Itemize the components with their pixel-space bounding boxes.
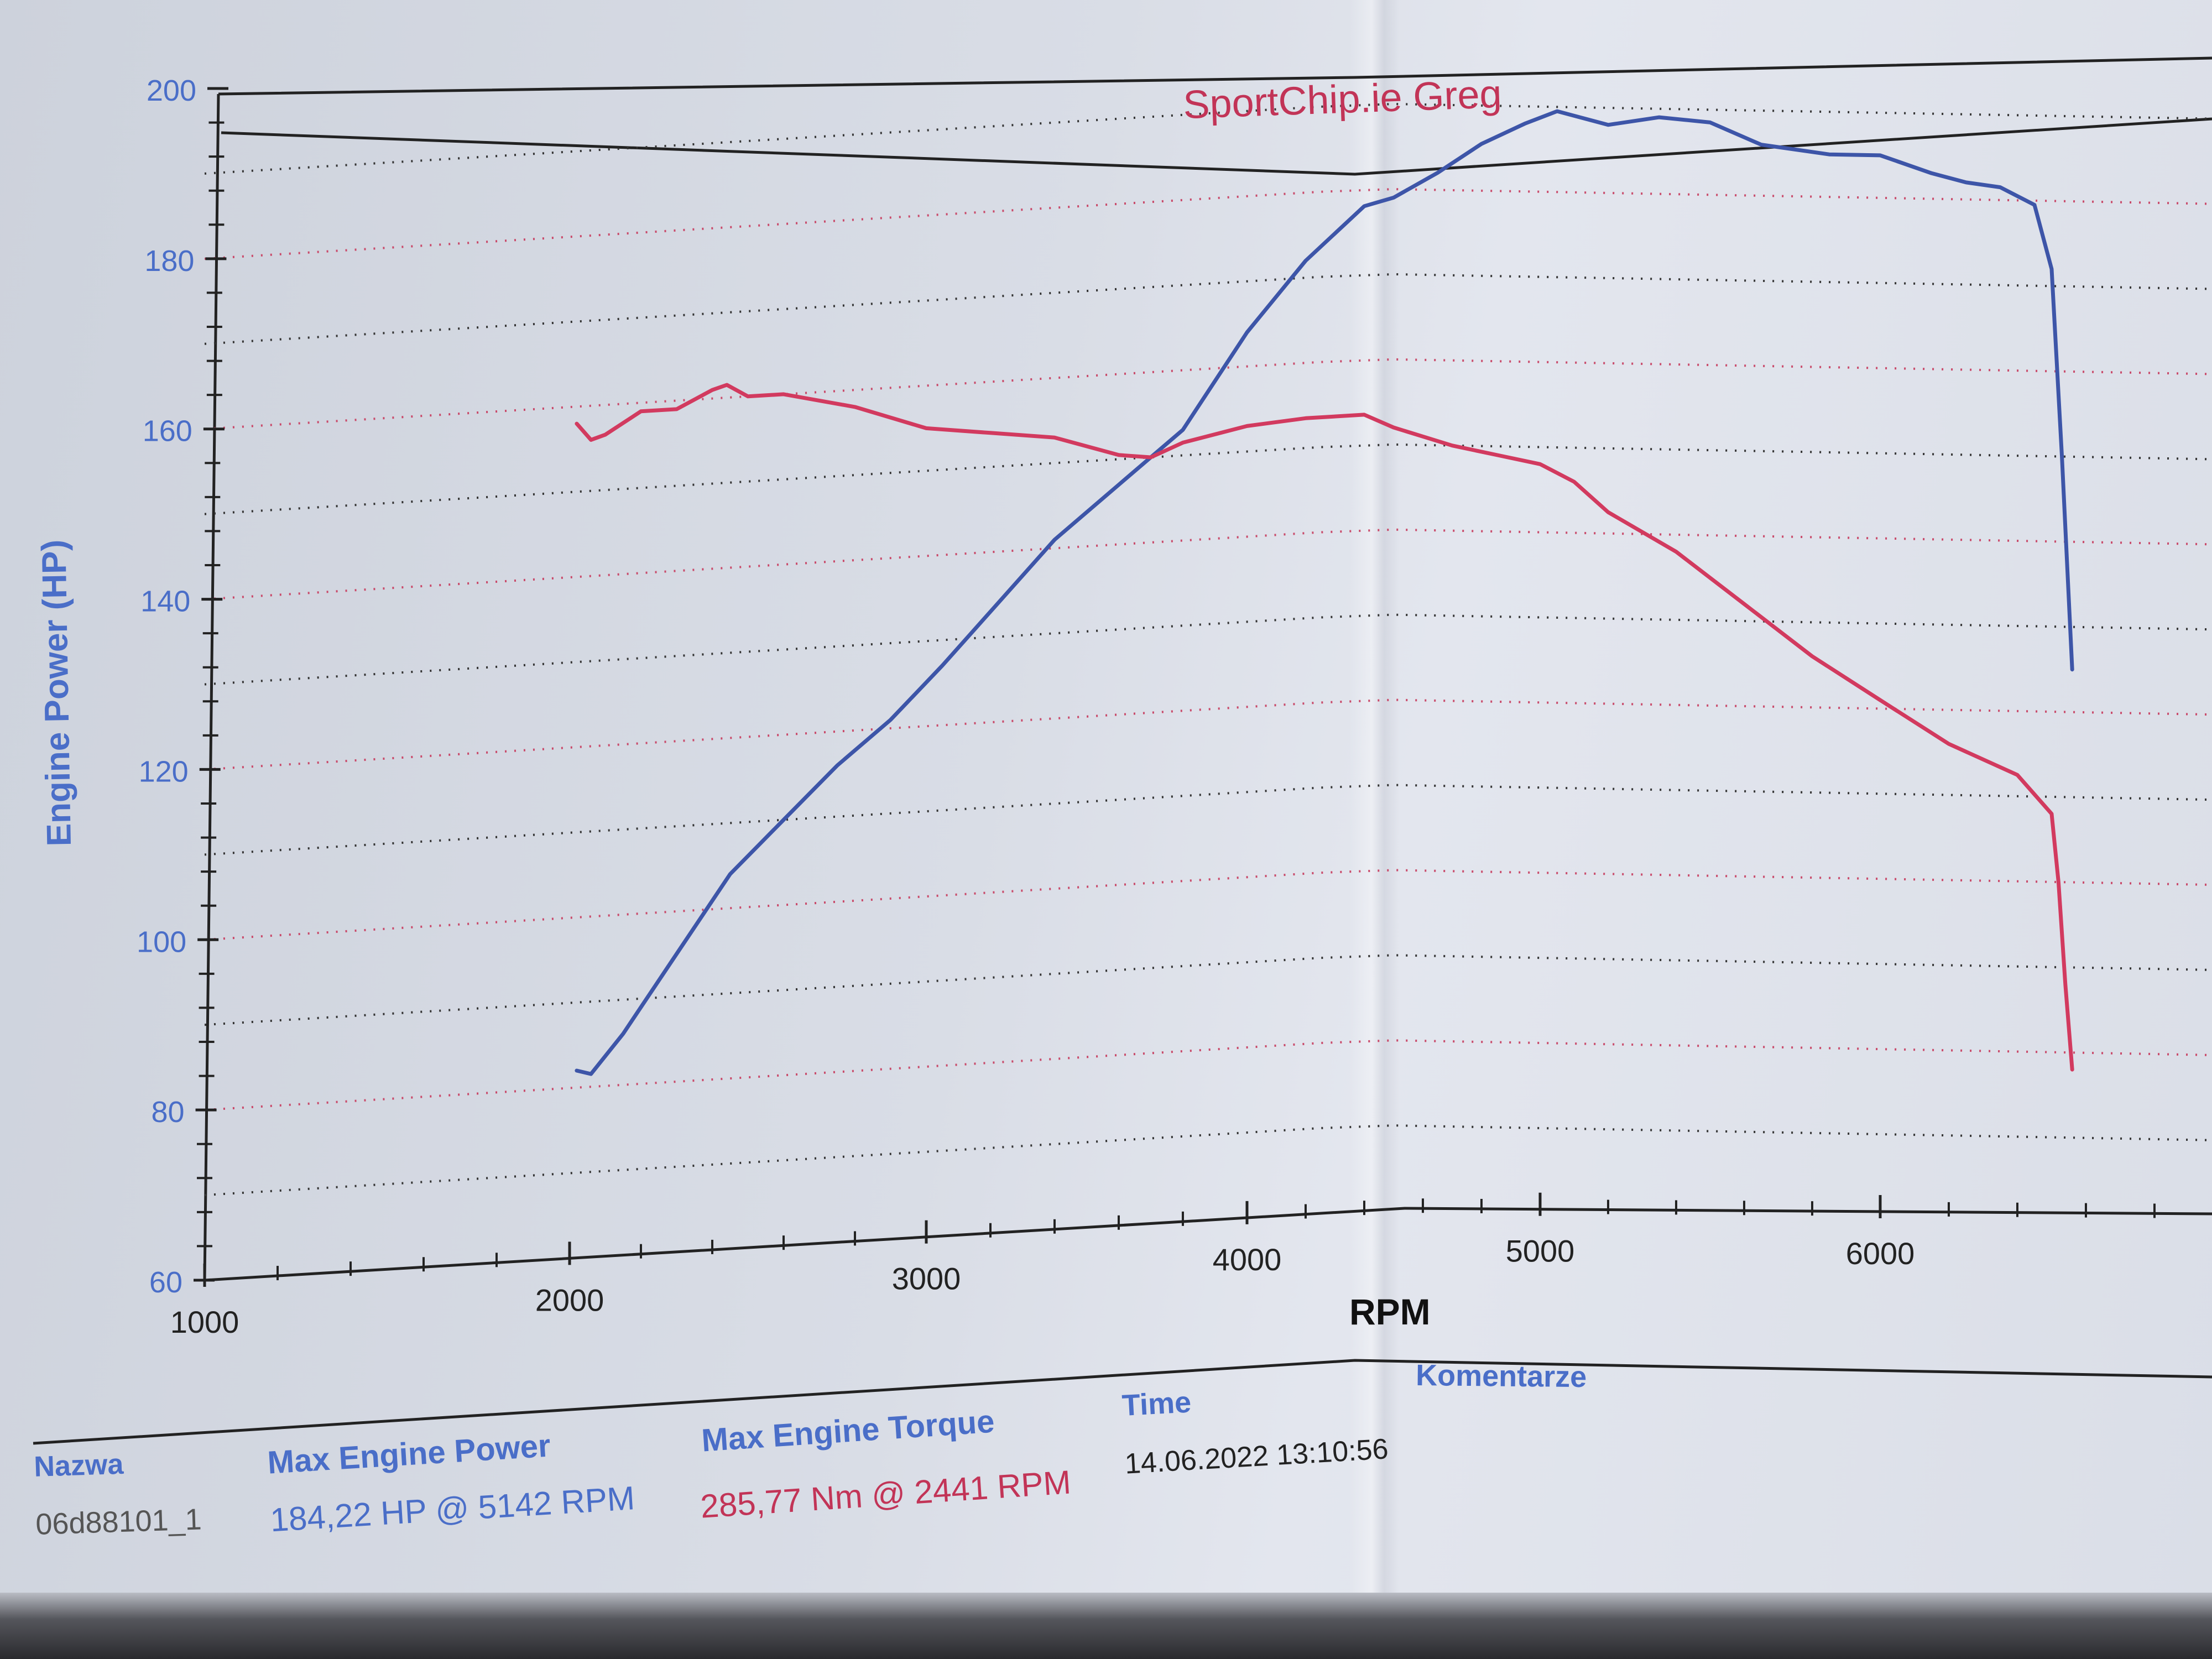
y-tick-label: 120 bbox=[139, 755, 189, 788]
y-tick-label: 60 bbox=[149, 1266, 182, 1299]
nazwa-value: 06d88101_1 bbox=[35, 1503, 202, 1541]
y-tick-label: 80 bbox=[151, 1095, 184, 1129]
power-curve bbox=[575, 109, 2074, 1076]
y-axis-label: Engine Power (HP) bbox=[35, 539, 79, 847]
grid-line-150 bbox=[204, 443, 2212, 515]
info-box-top-line bbox=[33, 1359, 2212, 1445]
y-tick-label: 100 bbox=[137, 925, 186, 958]
y-axis-line bbox=[203, 93, 220, 1281]
title-box-line bbox=[221, 117, 2212, 176]
x-axis-label: RPM bbox=[1349, 1291, 1431, 1332]
comments-label: Komentarze bbox=[1416, 1359, 1587, 1394]
series-lines bbox=[575, 109, 2074, 1076]
max-power-value: 184,22 HP @ 5142 RPM bbox=[269, 1479, 636, 1538]
background-shadow bbox=[0, 1593, 2212, 1659]
axis-ticks: 60 80 100 120 140 160 180 200 1000 2000 3000 4000 50… bbox=[137, 74, 2156, 1339]
torque-curve bbox=[575, 383, 2074, 1072]
time-value: 14.06.2022 13:10:56 bbox=[1124, 1433, 1389, 1480]
grid-line-190 bbox=[204, 102, 2212, 175]
grid-line-70 bbox=[204, 1124, 2212, 1197]
grid-line-130 bbox=[204, 613, 2212, 686]
grid-line-180 bbox=[204, 187, 2212, 260]
max-torque-label: Max Engine Torque bbox=[701, 1404, 996, 1459]
y-tick-label: 160 bbox=[143, 415, 192, 448]
grid-line-120 bbox=[204, 698, 2212, 771]
plot-top-border bbox=[218, 56, 2212, 96]
grid-line-110 bbox=[204, 784, 2212, 856]
grid-line-170 bbox=[204, 273, 2212, 345]
max-torque-value: 285,77 Nm @ 2441 RPM bbox=[699, 1463, 1072, 1525]
grid-line-80 bbox=[204, 1039, 2212, 1112]
grid-line-100 bbox=[204, 869, 2212, 941]
x-tick-label: 4000 bbox=[1213, 1242, 1282, 1277]
nazwa-label: Nazwa bbox=[34, 1448, 125, 1483]
grid-line-160 bbox=[204, 358, 2212, 430]
grid-line-90 bbox=[204, 954, 2212, 1026]
y-tick-label: 140 bbox=[140, 585, 190, 618]
x-tick-label: 3000 bbox=[892, 1261, 961, 1296]
time-label: Time bbox=[1121, 1386, 1192, 1422]
y-tick-label: 200 bbox=[147, 74, 196, 107]
grid-line-140 bbox=[204, 528, 2212, 601]
max-power-label: Max Engine Power bbox=[267, 1428, 551, 1481]
y-tick-label: 180 bbox=[144, 244, 194, 278]
x-tick-label: 6000 bbox=[1846, 1236, 1915, 1271]
paper-fold bbox=[1349, 0, 1399, 1659]
grid-lines bbox=[204, 102, 2212, 1197]
x-tick-label: 5000 bbox=[1506, 1234, 1575, 1269]
x-axis-line bbox=[204, 1207, 2212, 1282]
x-tick-label: 1000 bbox=[170, 1305, 239, 1339]
x-tick-label: 2000 bbox=[535, 1282, 604, 1317]
